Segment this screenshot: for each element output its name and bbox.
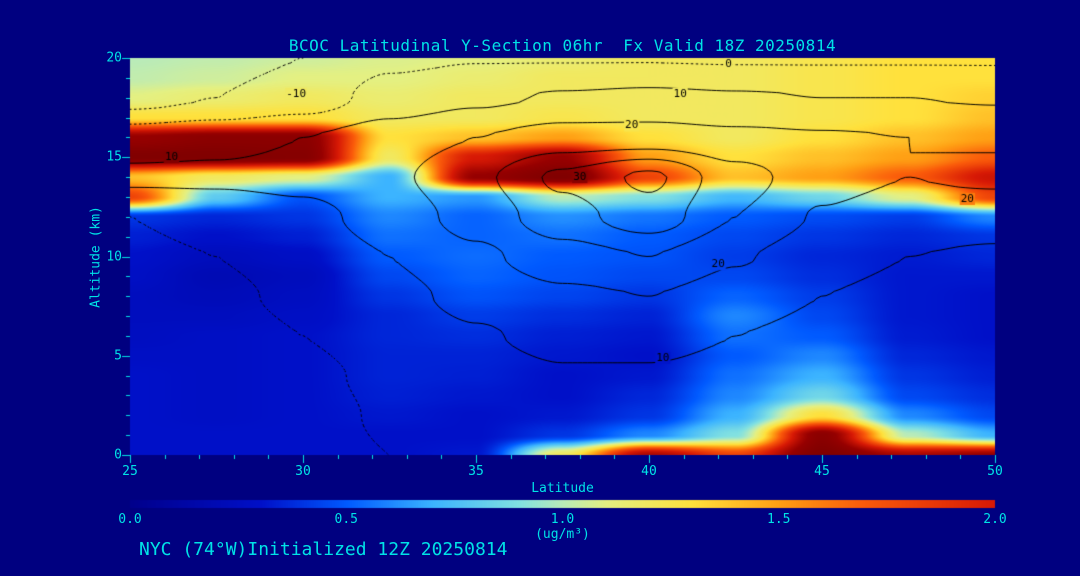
- x-tick-label: 30: [295, 464, 311, 479]
- x-tick-label: 45: [814, 464, 830, 479]
- x-tick-label: 40: [641, 464, 657, 479]
- y-tick-label: 5: [114, 348, 122, 364]
- y-tick-label: 0: [114, 447, 122, 463]
- x-tick-label: 25: [122, 464, 138, 479]
- y-tick-label: 15: [106, 149, 122, 165]
- colorbar-units-label: (ug/m³): [535, 527, 590, 542]
- y-tick-label: 10: [106, 249, 122, 264]
- colorbar-tick-label: 1.5: [767, 512, 791, 527]
- colorbar-tick-label: 1.0: [550, 512, 575, 527]
- x-tick-label: 50: [987, 464, 1003, 479]
- chart-title: BCOC Latitudinal Y-Section 06hr Fx Valid…: [288, 36, 837, 55]
- colorbar-tick-label: 0.0: [118, 512, 142, 527]
- x-axis-label: Latitude: [531, 481, 594, 496]
- model-init-label: NYC (74°W)Initialized 12Z 20250814: [139, 539, 508, 560]
- y-tick-label: 20: [106, 50, 122, 66]
- colorbar-tick-label: 2.0: [983, 512, 1007, 527]
- y-axis-label: Altitude (km): [88, 206, 104, 308]
- x-tick-label: 35: [468, 464, 484, 479]
- colorbar-tick-label: 0.5: [334, 512, 358, 527]
